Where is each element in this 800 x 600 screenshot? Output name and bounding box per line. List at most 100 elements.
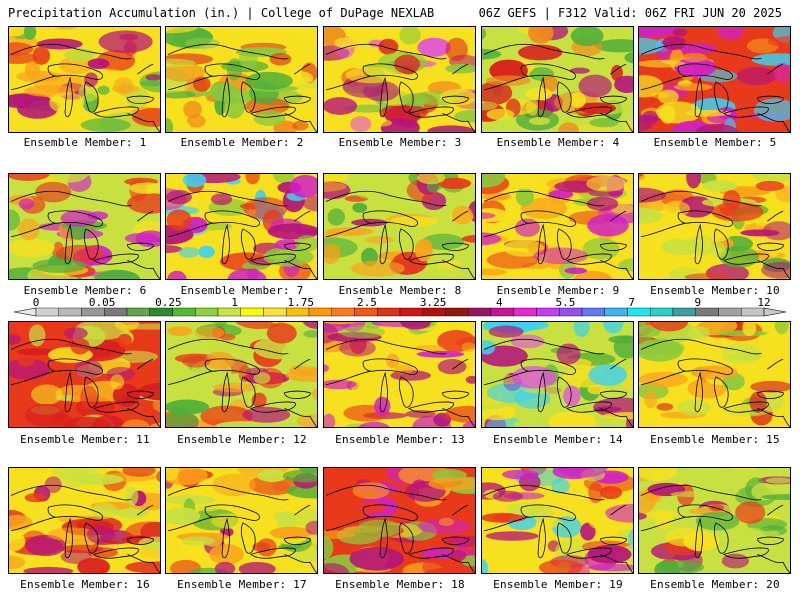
lake-outline [757,259,790,279]
precip-cell [603,322,624,334]
precip-cell [639,27,679,38]
lake-outline [250,106,296,118]
lake-outline [408,547,454,559]
precip-cell [9,174,51,181]
precip-cell [400,322,432,330]
precip-map [166,27,317,132]
lake-outline [610,63,627,75]
lake-outline [442,112,475,132]
precip-cell [292,120,309,131]
precip-cell [35,181,72,203]
precip-cell [324,97,358,115]
lake-outline [723,106,769,118]
precip-cell [274,239,300,250]
precip-map [639,174,790,279]
lake-outline [723,253,769,265]
precip-cell [214,561,236,573]
precip-cell [586,175,627,192]
ensemble-member-label: Ensemble Member: 11 [20,433,150,446]
precip-cell [242,406,291,423]
lake-outline [325,190,447,207]
colorbar-swatch [331,307,355,317]
precip-cell [417,37,451,57]
lake-outline [325,222,372,238]
precip-cell [520,197,568,219]
precip-cell [60,544,104,554]
precip-cell [80,385,98,409]
precip-cell [114,322,139,332]
precip-cell [72,473,124,485]
precip-cell [18,198,35,210]
precip-map [324,468,475,573]
precip-cell [558,122,580,132]
ensemble-member-label: Ensemble Member: 12 [177,433,307,446]
lake-outline [452,504,469,516]
lake-outline [137,210,154,222]
ensemble-member-label: Ensemble Member: 17 [177,578,307,591]
precip-cell [324,530,356,540]
precip-cell [138,536,160,551]
precip-cell [295,87,317,96]
colorbar-swatch [35,307,59,317]
ensemble-panel [481,173,634,280]
ensemble-panel [323,467,476,574]
lake-outline [767,63,784,75]
lake-outline [767,358,784,370]
ensemble-panel [638,173,791,280]
colorbar-swatch [81,307,105,317]
precip-map [166,468,317,573]
precip-cell [486,108,515,121]
ensemble-member-label: Ensemble Member: 3 [338,136,462,149]
colorbar-tick-label: 4 [495,296,503,309]
colorbar-swatch [308,307,332,317]
precip-cell [750,380,790,393]
precip-cell [639,371,688,388]
lake-outline [47,210,104,227]
precip-cell [110,374,125,390]
lake-outline [398,376,414,408]
precip-cell [23,566,74,573]
colorbar-swatch [263,307,287,317]
precip-cell [662,35,686,51]
lake-outline [127,553,160,573]
precip-cell [324,563,350,573]
precip-cell [297,31,317,42]
precip-cell [573,322,590,338]
precip-cell [210,193,233,206]
ensemble-panel [638,467,791,574]
precip-cell [548,411,597,427]
colorbar-swatch [217,307,241,317]
ensemble-member-label: Ensemble Member: 16 [20,578,150,591]
lake-outline [284,390,311,399]
lake-outline [408,401,454,413]
precip-cell [438,27,475,36]
colorbar-tick-label: 0.05 [88,296,116,309]
precip-cell [445,567,475,573]
precip-cell [339,326,386,339]
lake-outline [767,504,784,516]
precip-cell [324,413,336,427]
lake-outline [362,210,419,227]
precip-cell [450,549,467,562]
precip-cell [672,28,688,37]
precip-cell [485,531,539,541]
map-title: Precipitation Accumulation (in.) | Colle… [8,6,435,20]
lake-outline [600,407,633,427]
precip-cell [702,179,738,192]
precip-cell [610,64,623,82]
precip-cell [350,260,405,277]
precip-cell [742,322,757,337]
precip-cell [166,80,190,93]
precip-cell [774,322,789,335]
precip-cell [541,75,558,92]
lake-outline [127,536,154,545]
precip-cell [227,268,267,279]
precip-cell [595,39,633,53]
precip-cell [639,490,656,514]
precip-cell [31,384,63,405]
lake-outline [483,43,605,60]
lake-outline [221,517,230,559]
ensemble-member-label: Ensemble Member: 7 [180,284,304,297]
precip-cell [324,174,349,185]
lake-outline [713,376,729,408]
